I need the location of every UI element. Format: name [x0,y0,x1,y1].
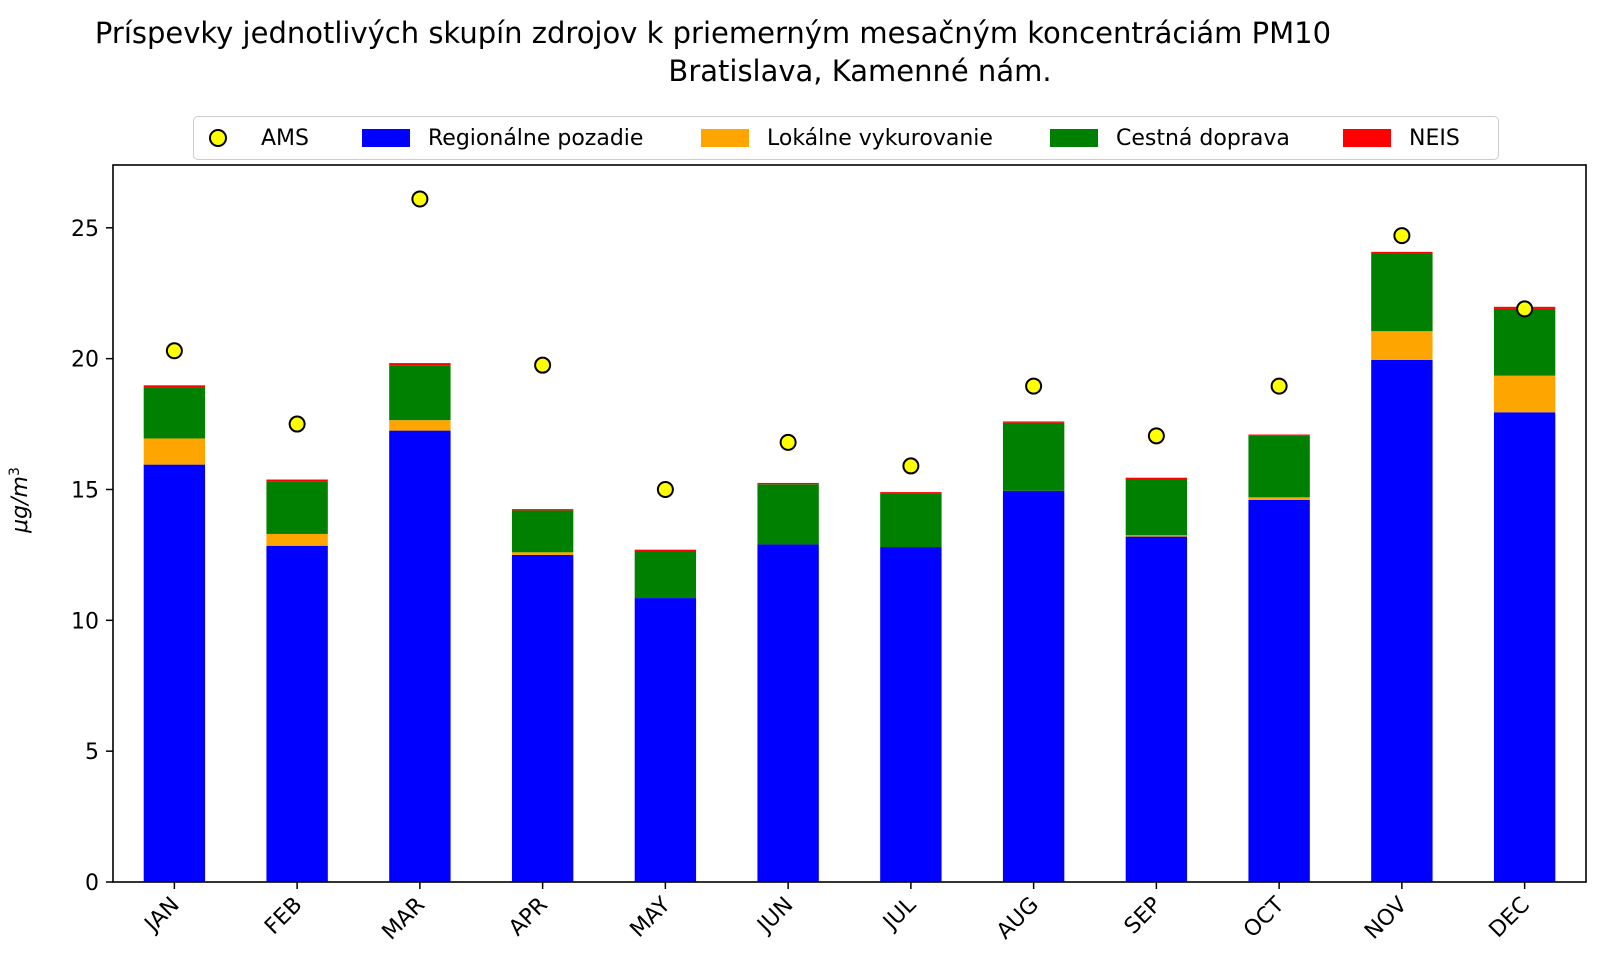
bar-road-transport-jun [757,484,819,545]
x-tick-label-jul: JUL [877,892,921,936]
bar-regional-jan [143,464,206,882]
x-tick-label-jun: JUN [752,893,799,940]
bar-road-transport-jul [880,493,942,548]
bar-neis-mar [389,363,451,366]
x-tick-label-oct: OCT [1239,892,1290,943]
bar-local-heating-dec [1493,375,1556,413]
x-tick-label-nov: NOV [1360,893,1412,945]
legend-item-regional: Regionálne pozadie [362,117,643,159]
bar-local-heating-jan [143,438,206,465]
y-tick-label-15: 15 [71,478,99,503]
legend-label-neis: NEIS [1409,125,1460,151]
legend-swatch-local-heating [701,129,749,147]
bar-local-heating-oct [1248,497,1310,500]
bar-neis-jan [143,385,206,388]
legend-swatch-neis [1343,129,1391,147]
legend-label-road-transport: Cestná doprava [1116,125,1290,151]
bar-regional-apr [511,554,574,882]
legend-item-local-heating: Lokálne vykurovanie [701,117,993,159]
bar-neis-aug [1002,421,1065,423]
bar-neis-feb [266,479,328,482]
bar-neis-nov [1371,251,1433,254]
x-tick-label-aug: AUG [992,893,1044,945]
ams-point-jul [902,457,920,475]
legend-label-regional: Regionálne pozadie [428,125,644,151]
bar-regional-jun [757,544,819,882]
chart-subtitle: Bratislava, Kamenné nám. [668,54,1052,88]
bar-neis-sep [1125,477,1188,480]
ams-point-aug [1025,377,1043,395]
legend-item-neis: NEIS [1343,117,1460,159]
bar-local-heating-feb [266,533,328,546]
bar-neis-apr [511,509,574,511]
legend-swatch-regional [362,129,410,147]
y-tick-label-5: 5 [85,740,99,765]
legend-label-ams: AMS [261,125,309,151]
bar-road-transport-nov [1371,253,1433,332]
bar-local-heating-apr [511,552,574,555]
x-tick-label-dec: DEC [1485,893,1535,943]
x-tick-label-feb: FEB [260,893,307,940]
plot-frame [112,164,1587,883]
bar-regional-oct [1248,499,1310,882]
bar-regional-jul [880,547,942,882]
bar-road-transport-jan [143,387,206,439]
ams-point-may [656,480,674,498]
legend-swatch-road-transport [1050,129,1098,147]
legend-label-local-heating: Lokálne vykurovanie [767,125,993,151]
x-tick-label-jan: JAN [139,893,185,939]
bar-road-transport-mar [389,365,451,421]
bar-local-heating-sep [1125,535,1188,537]
chart-title: Príspevky jednotlivých skupín zdrojov k … [94,16,1332,50]
bar-regional-mar [389,430,451,882]
y-tick-label-20: 20 [71,348,99,373]
bar-regional-may [634,598,697,882]
legend-marker-ams [209,129,227,147]
ams-point-nov [1393,227,1411,245]
ams-point-jan [165,342,183,360]
ams-point-sep [1147,427,1165,445]
ams-point-mar [411,190,429,208]
bar-local-heating-nov [1371,331,1433,360]
bar-road-transport-oct [1248,435,1310,498]
x-tick-label-mar: MAR [378,893,431,946]
bar-neis-may [634,549,697,551]
bar-road-transport-feb [266,481,328,534]
y-tick-label-0: 0 [85,871,99,896]
ams-point-oct [1270,377,1288,395]
ams-point-apr [534,356,552,374]
bar-neis-oct [1248,434,1310,436]
bar-regional-aug [1002,490,1065,882]
bar-regional-nov [1371,359,1433,882]
bar-road-transport-aug [1002,422,1065,491]
bar-regional-sep [1125,536,1188,882]
y-tick-label-25: 25 [71,217,99,242]
bar-neis-jun [757,482,819,485]
ams-point-feb [288,415,306,433]
legend-item-ams: AMS [194,117,309,159]
y-tick-label-10: 10 [71,609,99,634]
x-tick-label-sep: SEP [1120,893,1167,940]
bar-road-transport-dec [1493,308,1556,376]
bar-local-heating-mar [389,420,451,431]
ams-point-dec [1516,300,1534,318]
bar-road-transport-may [634,550,697,599]
bar-neis-jul [880,492,942,494]
legend-item-road-transport: Cestná doprava [1050,117,1290,159]
bar-road-transport-sep [1125,479,1188,536]
bar-road-transport-apr [511,510,574,553]
x-tick-label-may: MAY [626,892,676,942]
bar-regional-feb [266,545,328,882]
bar-regional-dec [1493,412,1556,882]
ams-point-jun [779,433,797,451]
chart-legend: AMS Regionálne pozadie Lokálne vykurovan… [193,116,1499,160]
x-tick-label-apr: APR [504,893,553,942]
